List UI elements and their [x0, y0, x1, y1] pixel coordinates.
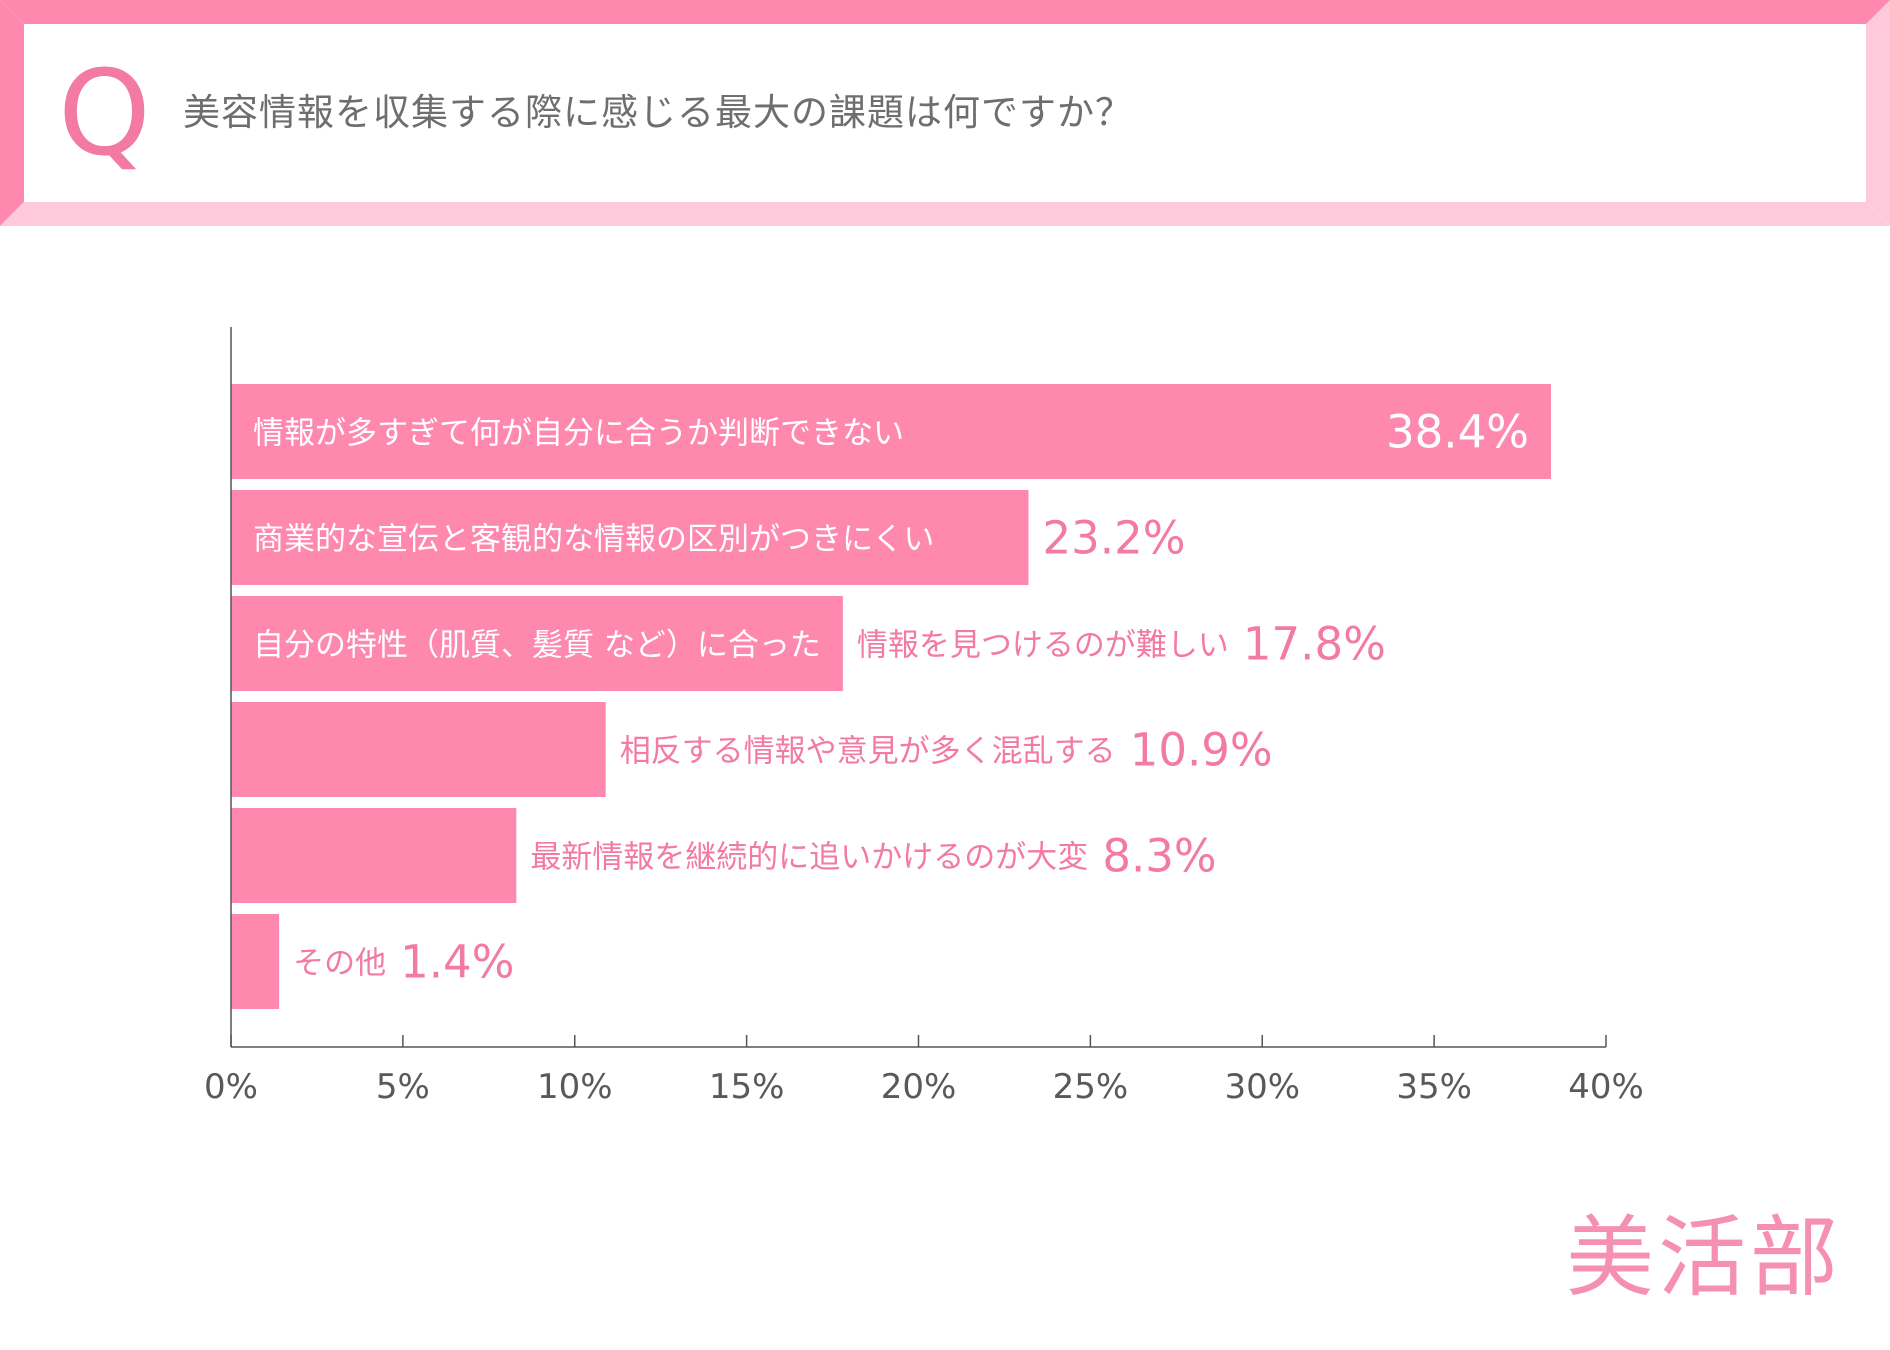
bar-2	[231, 490, 1029, 585]
bar-6	[231, 914, 280, 1009]
category-label-inside-3: 自分の特性（肌質、髪質 など）に合った	[253, 628, 821, 664]
bar-5	[231, 808, 517, 903]
frame-right-band	[1866, 0, 1890, 226]
frame-top-band	[0, 0, 1890, 24]
bar-1	[231, 384, 1551, 479]
value-label-1: 38.4%	[1386, 406, 1529, 459]
category-label-inside-2: 商業的な宣伝と客観的な情報の区別がつきにくい	[253, 522, 934, 558]
frame-bottom-band	[0, 202, 1890, 226]
bar-3	[231, 596, 843, 691]
question-text: 美容情報を収集する際に感じる最大の課題は何ですか？	[183, 91, 1133, 134]
x-tick-label-25: 25%	[1053, 1067, 1129, 1107]
value-label-3: 17.8%	[1243, 618, 1386, 671]
bar-4	[231, 702, 606, 797]
frame-left-band	[0, 0, 24, 226]
x-tick-label-5: 5%	[376, 1067, 430, 1107]
x-tick-label-35: 35%	[1396, 1067, 1472, 1107]
header-panel	[24, 24, 1866, 202]
category-label-outside-4: 相反する情報や意見が多く混乱する	[620, 734, 1116, 770]
x-tick-label-40: 40%	[1568, 1067, 1644, 1107]
x-tick-label-15: 15%	[709, 1067, 785, 1107]
header-frame	[0, 0, 1890, 226]
brand-logo: 美活部	[1565, 1206, 1842, 1309]
value-label-4: 10.9%	[1130, 724, 1273, 777]
bars-group	[231, 384, 1551, 1009]
question-header: Q 美容情報を収集する際に感じる最大の課題は何ですか？	[0, 0, 1890, 226]
x-tick-label-10: 10%	[537, 1067, 613, 1107]
x-tick-label-20: 20%	[881, 1067, 957, 1107]
value-label-5: 8.3%	[1102, 830, 1216, 883]
x-axis: 0% 5% 10% 15% 20% 25% 30% 35% 40%	[204, 327, 1644, 1107]
q-letter: Q	[58, 44, 151, 182]
labels-group: 情報が多すぎて何が自分に合うか判断できない 38.4% 商業的な宣伝と客観的な情報の…	[253, 406, 1529, 989]
category-label-inside-1: 情報が多すぎて何が自分に合うか判断できない	[253, 416, 904, 452]
value-label-2: 23.2%	[1043, 512, 1186, 565]
category-label-outside-3: 情報を見つけるのが難しい	[857, 628, 1229, 664]
value-label-6: 1.4%	[400, 936, 514, 989]
x-tick-label-0: 0%	[204, 1067, 258, 1107]
x-tick-label-30: 30%	[1224, 1067, 1300, 1107]
category-label-outside-5: 最新情報を継続的に追いかけるのが大変	[530, 840, 1088, 876]
category-label-outside-6: その他	[293, 946, 386, 982]
